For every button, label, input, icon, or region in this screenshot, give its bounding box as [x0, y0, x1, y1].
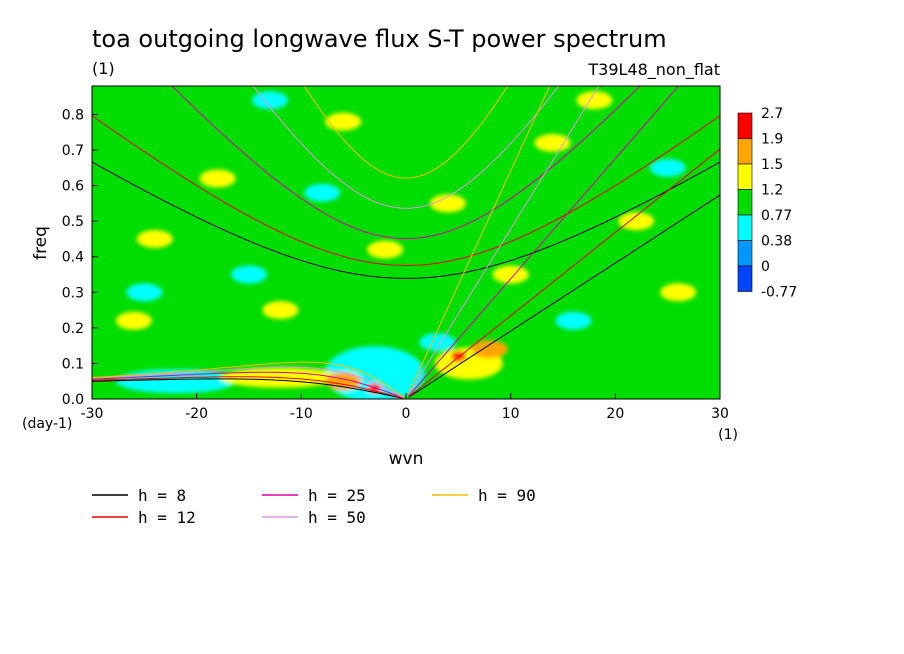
plot-area: [92, 86, 720, 399]
field-blob: [304, 183, 341, 202]
inertia-gravity-curve: [171, 86, 641, 240]
dispersion-curves: [92, 86, 720, 399]
field-blob: [367, 383, 382, 394]
legend: h = 8 h = 12 h = 25 h = 50 h = 90: [92, 486, 536, 527]
field-blob: [231, 265, 267, 284]
field-blob: [126, 283, 163, 302]
inertia-gravity-curve: [252, 86, 560, 209]
colorbar-swatch: [737, 112, 753, 139]
field-blob: [660, 283, 697, 302]
inertia-gravity-curve: [303, 86, 509, 179]
y-tick-label: 0.3: [62, 285, 84, 301]
y-tick-label: 0.8: [62, 107, 84, 123]
y-tick-label: 0.7: [62, 143, 84, 159]
field-blob: [419, 333, 456, 352]
colorbar-swatch: [737, 240, 753, 267]
y-tick-label: 0.0: [62, 392, 84, 408]
x-unit-label: (1): [718, 427, 738, 443]
field-blob: [115, 311, 152, 330]
inertia-gravity-curve: [92, 161, 720, 279]
inertia-gravity-curve: [92, 115, 720, 266]
kelvin-curve: [408, 86, 600, 395]
field-blob: [534, 133, 571, 152]
field-blob: [451, 351, 466, 362]
kelvin-curve: [408, 86, 680, 397]
colorbar-label: 1.2: [761, 183, 783, 199]
field-blob: [429, 194, 466, 213]
colorbar-label: -0.77: [761, 285, 797, 301]
rossby-curve: [92, 361, 404, 398]
field-blob: [346, 347, 383, 366]
chart-subtitle-left: (1): [92, 59, 115, 78]
colorbar-label: 0.77: [761, 208, 792, 224]
field-background: [92, 86, 720, 399]
power-field: [92, 86, 720, 399]
rossby-curve: [92, 376, 404, 399]
x-tick-label: -20: [185, 406, 208, 422]
y-tick-label: 0.5: [62, 214, 84, 230]
y-tick-label: 0.1: [62, 356, 84, 372]
field-blob: [649, 158, 686, 177]
colorbar-swatch: [737, 189, 753, 216]
field-blob: [325, 372, 362, 391]
colorbar-swatch: [737, 138, 753, 165]
x-tick-label: -10: [290, 406, 313, 422]
field-blob: [555, 311, 592, 330]
colorbar: 2.7 1.9 1.5 1.2 0.77 0.38 0 -0.77: [737, 106, 797, 301]
field-blob: [136, 229, 173, 248]
field-blob: [492, 265, 529, 284]
y-tick-label: 0.2: [62, 321, 84, 337]
field-blob: [576, 91, 613, 110]
legend-label: h = 25: [308, 486, 366, 505]
rossby-curve: [92, 371, 404, 399]
field-blob: [262, 301, 299, 320]
x-tick-label: 30: [711, 406, 729, 422]
y-axis: 0.0 0.1 0.2 0.3 0.4 0.5 0.6 0.7 0.8: [62, 107, 98, 408]
colorbar-swatch: [737, 163, 753, 190]
legend-label: h = 8: [138, 486, 186, 505]
chart-subtitle-right: T39L48_non_flat: [587, 60, 720, 80]
colorbar-label: 2.7: [761, 106, 783, 122]
legend-label: h = 90: [478, 486, 536, 505]
x-tick-label: 20: [606, 406, 624, 422]
colorbar-label: 0.38: [761, 234, 792, 250]
kelvin-curve: [408, 194, 720, 398]
y-tick-label: 0.6: [62, 179, 84, 195]
x-axis: -30 -20 -10 0 10 20 30: [81, 393, 729, 422]
rossby-curve: [92, 366, 404, 399]
legend-label: h = 50: [308, 508, 366, 527]
colorbar-label: 1.9: [761, 132, 783, 148]
colorbar-swatch: [737, 214, 753, 241]
colorbar-label: 0: [761, 259, 770, 275]
legend-label: h = 12: [138, 508, 196, 527]
field-blob: [618, 212, 655, 231]
y-axis-label: freq: [31, 226, 51, 260]
field-blob: [199, 169, 236, 188]
field-blob: [367, 240, 404, 259]
x-tick-label: 0: [402, 406, 411, 422]
rossby-curve: [92, 378, 404, 399]
chart-title: toa outgoing longwave flux S-T power spe…: [92, 25, 667, 53]
x-tick-label: 10: [502, 406, 520, 422]
y-tick-label: 0.4: [62, 250, 84, 266]
field-blob: [325, 112, 362, 131]
x-axis-label: wvn: [389, 449, 424, 469]
colorbar-label: 1.5: [761, 157, 783, 173]
x-tick-label: -30: [81, 406, 104, 422]
field-blob: [471, 340, 508, 359]
kelvin-curve: [408, 148, 720, 398]
colorbar-swatch: [737, 265, 753, 292]
kelvin-curve: [408, 86, 551, 394]
y-unit-label: (day-1): [22, 416, 72, 432]
